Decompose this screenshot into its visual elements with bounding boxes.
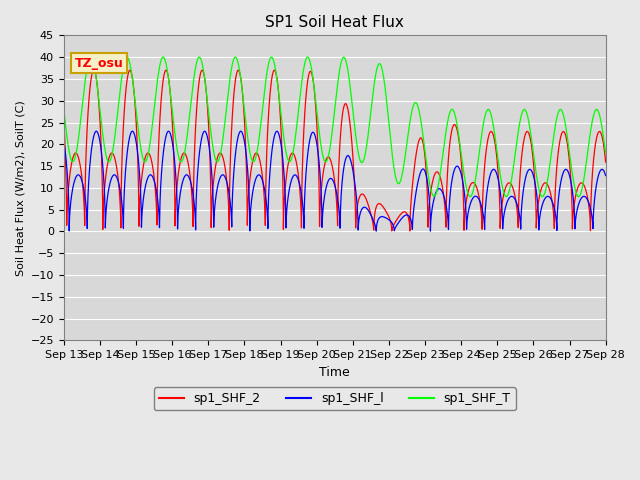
sp1_SHF_2 xyxy=(602,159,609,165)
sp1_SHF_2 xyxy=(325,154,333,160)
sp1_SHF_l xyxy=(92,128,100,134)
sp1_SHF_T xyxy=(62,128,70,134)
Line: sp1_SHF_2: sp1_SHF_2 xyxy=(64,70,605,231)
sp1_SHF_2 xyxy=(83,147,90,153)
sp1_SHF_2 xyxy=(406,228,413,234)
Title: SP1 Soil Heat Flux: SP1 Soil Heat Flux xyxy=(265,15,404,30)
sp1_SHF_l xyxy=(166,130,174,136)
sp1_SHF_l xyxy=(372,228,380,234)
sp1_SHF_T xyxy=(602,150,609,156)
sp1_SHF_2 xyxy=(92,74,100,80)
sp1_SHF_T xyxy=(87,54,95,60)
sp1_SHF_T xyxy=(83,71,90,76)
sp1_SHF_T xyxy=(325,152,333,157)
sp1_SHF_l xyxy=(92,128,100,134)
sp1_SHF_T xyxy=(60,107,68,112)
sp1_SHF_2 xyxy=(62,183,70,189)
Y-axis label: Soil Heat Flux (W/m2), SoilT (C): Soil Heat Flux (W/m2), SoilT (C) xyxy=(15,100,25,276)
sp1_SHF_l xyxy=(325,177,333,183)
sp1_SHF_l xyxy=(60,138,68,144)
sp1_SHF_2 xyxy=(198,67,206,73)
Line: sp1_SHF_l: sp1_SHF_l xyxy=(64,131,605,231)
Legend: sp1_SHF_2, sp1_SHF_l, sp1_SHF_T: sp1_SHF_2, sp1_SHF_l, sp1_SHF_T xyxy=(154,387,516,410)
sp1_SHF_T xyxy=(92,75,100,81)
Text: TZ_osu: TZ_osu xyxy=(75,57,124,70)
sp1_SHF_T xyxy=(575,194,582,200)
sp1_SHF_T xyxy=(166,88,174,94)
sp1_SHF_T xyxy=(573,192,580,198)
sp1_SHF_2 xyxy=(573,187,581,193)
sp1_SHF_l xyxy=(83,204,90,210)
sp1_SHF_l xyxy=(602,173,609,179)
sp1_SHF_2 xyxy=(166,87,174,93)
sp1_SHF_2 xyxy=(60,117,68,122)
sp1_SHF_l xyxy=(573,208,581,214)
X-axis label: Time: Time xyxy=(319,366,350,379)
sp1_SHF_l xyxy=(62,158,70,164)
Line: sp1_SHF_T: sp1_SHF_T xyxy=(64,57,605,197)
